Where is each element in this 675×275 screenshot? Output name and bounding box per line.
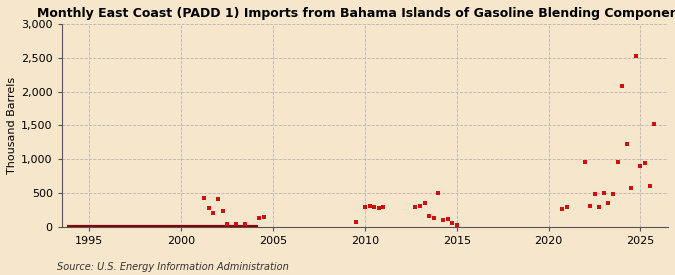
Point — [630, 54, 641, 58]
Point — [580, 160, 591, 164]
Point — [617, 84, 628, 88]
Point — [437, 218, 448, 222]
Point — [364, 204, 375, 208]
Point — [585, 204, 595, 208]
Point — [360, 205, 371, 209]
Point — [378, 205, 389, 209]
Point — [649, 122, 659, 126]
Point — [198, 196, 209, 200]
Title: Monthly East Coast (PADD 1) Imports from Bahama Islands of Gasoline Blending Com: Monthly East Coast (PADD 1) Imports from… — [38, 7, 675, 20]
Point — [452, 223, 462, 227]
Point — [562, 205, 572, 209]
Point — [208, 211, 219, 216]
Point — [644, 184, 655, 189]
Point — [608, 192, 618, 196]
Point — [442, 217, 453, 221]
Point — [231, 221, 242, 226]
Point — [621, 142, 632, 146]
Point — [594, 205, 605, 209]
Text: Source: U.S. Energy Information Administration: Source: U.S. Energy Information Administ… — [57, 262, 289, 272]
Y-axis label: Thousand Barrels: Thousand Barrels — [7, 77, 17, 174]
Point — [203, 206, 214, 210]
Point — [240, 221, 251, 226]
Point — [429, 216, 439, 221]
Point — [414, 204, 425, 208]
Point — [626, 186, 637, 190]
Point — [259, 215, 269, 219]
Point — [447, 221, 458, 225]
Point — [254, 216, 265, 221]
Point — [369, 205, 379, 210]
Point — [640, 161, 651, 165]
Point — [213, 197, 223, 202]
Point — [635, 164, 646, 168]
Point — [373, 206, 384, 210]
Point — [350, 219, 361, 224]
Point — [612, 160, 623, 164]
Point — [557, 207, 568, 211]
Point — [603, 201, 614, 205]
Point — [419, 201, 430, 205]
Point — [598, 191, 609, 195]
Point — [410, 205, 421, 209]
Point — [217, 209, 228, 214]
Point — [433, 191, 443, 195]
Point — [424, 214, 435, 218]
Point — [221, 221, 232, 226]
Point — [589, 192, 600, 196]
